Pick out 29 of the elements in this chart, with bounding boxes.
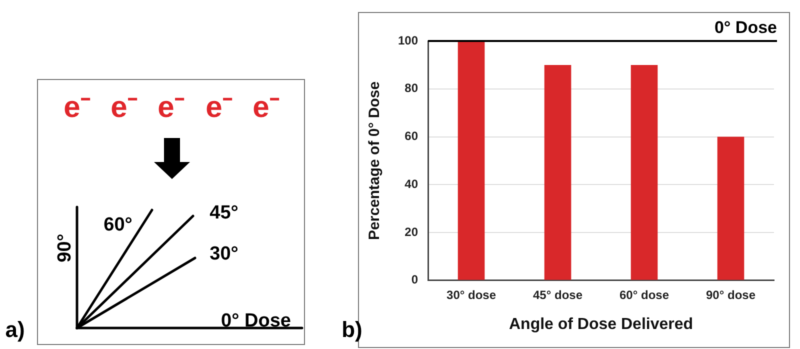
- ref-line-label: 0° Dose: [714, 18, 777, 38]
- text: 0° Dose: [221, 310, 291, 332]
- text: 60°: [104, 214, 132, 236]
- bar: [458, 41, 485, 280]
- text: 30°: [210, 244, 238, 264]
- text: 90°: [54, 234, 76, 262]
- y-tick-label: 20: [404, 224, 418, 239]
- y-tick-label: 100: [398, 33, 418, 48]
- text: a): [5, 317, 25, 342]
- y-tick-label: 0: [411, 272, 418, 287]
- bar: [717, 136, 744, 280]
- x-axis-title: Angle of Dose Delivered: [508, 316, 694, 333]
- bar: [630, 64, 658, 280]
- bar: [544, 64, 572, 280]
- text: e⁻: [206, 91, 232, 124]
- x-tick-label: 30° dose: [446, 288, 496, 302]
- y-axis-title: Percentage of 0° Dose: [366, 81, 384, 240]
- x-tick-label: 45° dose: [533, 288, 583, 302]
- text: e⁻: [252, 91, 280, 124]
- y-tick-label: 60: [404, 129, 418, 144]
- y-tick-label: 40: [404, 176, 418, 191]
- text: 45°: [210, 202, 238, 224]
- text: b): [342, 317, 362, 342]
- x-tick-label: 60° dose: [620, 288, 670, 302]
- text: e⁻: [158, 91, 184, 124]
- text: e⁻: [64, 91, 90, 124]
- text: e⁻: [110, 91, 138, 124]
- y-tick-label: 80: [404, 81, 418, 96]
- x-tick-label: 90° dose: [706, 288, 756, 302]
